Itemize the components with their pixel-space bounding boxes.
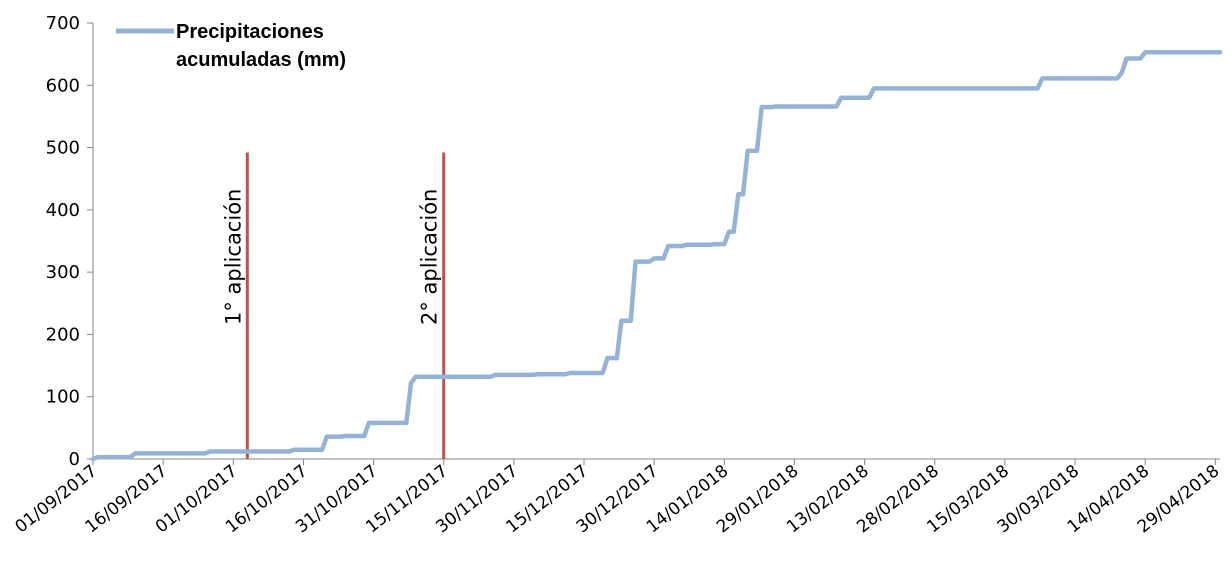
y-tick-label: 600 bbox=[46, 75, 80, 96]
annotation-lines: 1° aplicación 2° aplicación bbox=[221, 152, 446, 459]
y-tick-label: 500 bbox=[46, 138, 80, 159]
y-tick-label: 700 bbox=[46, 13, 80, 34]
legend: Precipitaciones acumuladas (mm) bbox=[116, 21, 346, 71]
y-tick-label: 200 bbox=[46, 324, 80, 345]
y-axis: 0 100 200 300 400 500 600 700 bbox=[46, 13, 94, 470]
y-tick-label: 0 bbox=[69, 449, 80, 470]
legend-label-line2: acumuladas (mm) bbox=[176, 49, 346, 71]
application-marker-label: 1° aplicación bbox=[221, 189, 245, 325]
y-tick-label: 400 bbox=[46, 200, 80, 221]
y-tick-label: 300 bbox=[46, 262, 80, 283]
x-axis: 01/09/201716/09/201701/10/201716/10/2017… bbox=[12, 458, 1223, 537]
legend-label-line1: Precipitaciones bbox=[176, 21, 324, 43]
y-tick-label: 100 bbox=[46, 387, 80, 408]
series-line bbox=[90, 50, 1223, 462]
application-marker-label: 2° aplicación bbox=[418, 189, 442, 325]
series-group bbox=[90, 50, 1223, 462]
